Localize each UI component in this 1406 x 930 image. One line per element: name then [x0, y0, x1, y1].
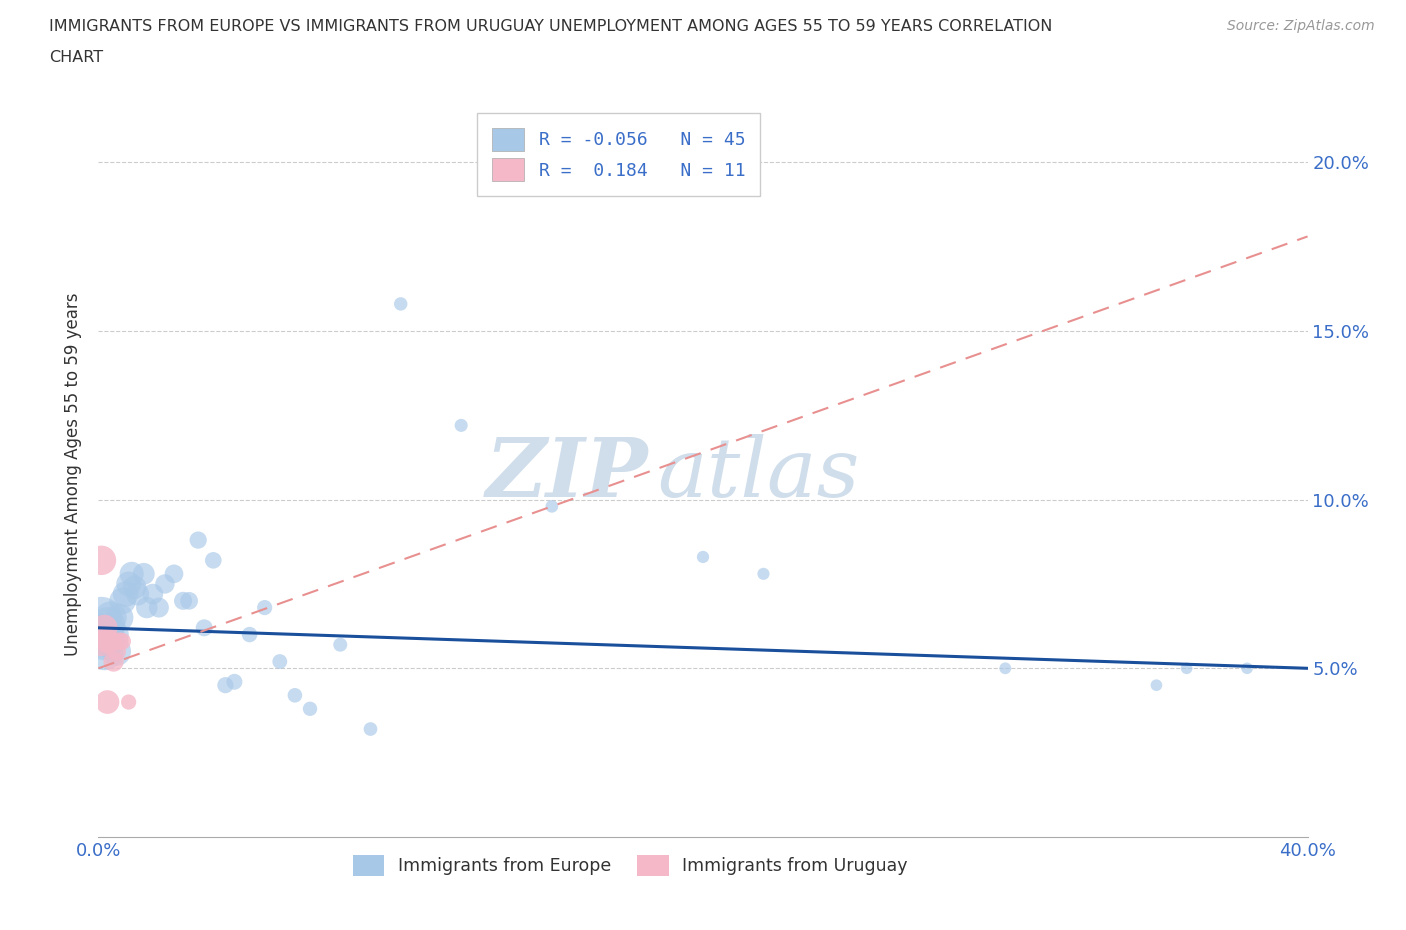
Point — [93, 620, 115, 635]
Text: ZIP: ZIP — [486, 434, 648, 514]
Point — [142, 587, 165, 602]
Point — [93, 634, 115, 649]
Point — [179, 593, 201, 608]
Point — [100, 634, 122, 649]
Point — [118, 577, 141, 591]
Point — [1236, 661, 1258, 676]
Point — [224, 674, 246, 689]
Point — [389, 297, 412, 312]
Point — [153, 577, 176, 591]
Y-axis label: Unemployment Among Ages 55 to 59 years: Unemployment Among Ages 55 to 59 years — [65, 293, 83, 656]
Point — [118, 695, 141, 710]
Point — [163, 566, 186, 581]
Point — [1144, 678, 1167, 693]
Point — [269, 654, 291, 669]
Point — [108, 610, 131, 625]
Point — [329, 637, 352, 652]
Point — [752, 566, 775, 581]
Point — [105, 644, 128, 658]
Point — [114, 587, 136, 602]
Point — [450, 418, 472, 432]
Point — [1175, 661, 1198, 676]
Legend: Immigrants from Europe, Immigrants from Uruguay: Immigrants from Europe, Immigrants from … — [346, 847, 915, 883]
Point — [132, 566, 155, 581]
Point — [100, 610, 122, 625]
Point — [124, 580, 146, 595]
Point — [172, 593, 194, 608]
Point — [540, 498, 562, 513]
Point — [127, 587, 149, 602]
Text: IMMIGRANTS FROM EUROPE VS IMMIGRANTS FROM URUGUAY UNEMPLOYMENT AMONG AGES 55 TO : IMMIGRANTS FROM EUROPE VS IMMIGRANTS FRO… — [49, 19, 1053, 33]
Text: atlas: atlas — [657, 434, 859, 514]
Point — [93, 644, 115, 658]
Text: CHART: CHART — [49, 50, 103, 65]
Point — [692, 550, 714, 565]
Point — [90, 634, 112, 649]
Point — [299, 701, 322, 716]
Point — [360, 722, 382, 737]
Point — [108, 634, 131, 649]
Point — [90, 610, 112, 625]
Point — [202, 553, 225, 568]
Point — [111, 593, 134, 608]
Point — [96, 627, 118, 642]
Point — [994, 661, 1017, 676]
Point — [187, 533, 209, 548]
Point — [96, 617, 118, 631]
Point — [135, 600, 157, 615]
Point — [103, 627, 125, 642]
Point — [239, 627, 262, 642]
Point — [121, 566, 143, 581]
Point — [96, 634, 118, 649]
Text: Source: ZipAtlas.com: Source: ZipAtlas.com — [1227, 19, 1375, 33]
Point — [148, 600, 170, 615]
Point — [103, 654, 125, 669]
Point — [90, 553, 112, 568]
Point — [90, 627, 112, 642]
Point — [214, 678, 236, 693]
Point — [284, 688, 307, 703]
Point — [111, 634, 134, 649]
Point — [193, 620, 215, 635]
Point — [253, 600, 276, 615]
Point — [105, 644, 128, 658]
Point — [96, 695, 118, 710]
